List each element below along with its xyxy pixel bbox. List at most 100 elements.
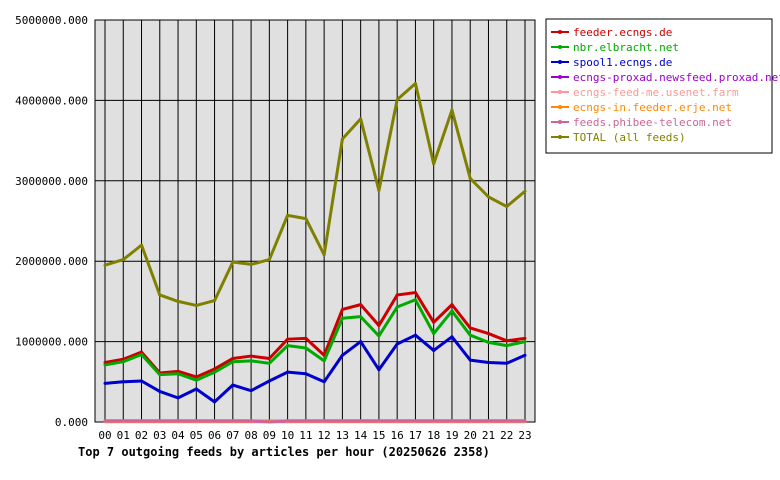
x-tick-label: 17 xyxy=(409,429,422,442)
x-tick-label: 09 xyxy=(263,429,276,442)
legend-item: feeds.phibee-telecom.net xyxy=(551,116,732,129)
x-tick-label: 20 xyxy=(464,429,477,442)
series-line xyxy=(104,333,526,404)
data-point xyxy=(176,419,180,423)
data-point xyxy=(194,387,198,391)
data-point xyxy=(231,356,235,360)
data-point xyxy=(103,363,107,367)
data-point xyxy=(340,316,344,320)
data-point xyxy=(249,359,253,363)
data-point xyxy=(377,188,381,192)
legend-marker xyxy=(558,45,562,49)
data-point xyxy=(359,315,363,319)
data-point xyxy=(249,389,253,393)
x-tick-label: 01 xyxy=(117,429,130,442)
legend-label: TOTAL (all feeds) xyxy=(573,131,686,144)
data-point xyxy=(121,258,125,262)
data-point xyxy=(322,253,326,257)
data-point xyxy=(286,370,290,374)
data-point xyxy=(340,353,344,357)
data-point xyxy=(523,336,527,340)
data-point xyxy=(322,359,326,363)
x-tick-label: 13 xyxy=(336,429,349,442)
data-point xyxy=(194,419,198,423)
x-tick-label: 18 xyxy=(427,429,440,442)
data-point xyxy=(140,379,144,383)
data-point xyxy=(450,303,454,307)
data-point xyxy=(468,419,472,423)
data-point xyxy=(286,419,290,423)
legend-item: feeder.ecngs.de xyxy=(551,26,672,39)
series-6 xyxy=(103,419,527,424)
y-tick-label: 0.000 xyxy=(55,416,88,429)
series-1 xyxy=(103,298,527,382)
y-tick-label: 4000000.000 xyxy=(15,94,88,107)
legend-item: nbr.elbracht.net xyxy=(551,41,679,54)
legend-label: ecngs-proxad.newsfeed.proxad.net xyxy=(573,71,780,84)
x-tick-label: 02 xyxy=(135,429,148,442)
data-point xyxy=(121,380,125,384)
data-point xyxy=(304,336,308,340)
data-point xyxy=(395,342,399,346)
data-point xyxy=(468,333,472,337)
data-point xyxy=(213,299,217,303)
legend-item: ecngs-proxad.newsfeed.proxad.net xyxy=(551,71,780,84)
legend-marker xyxy=(558,120,562,124)
data-point xyxy=(304,372,308,376)
legend-marker xyxy=(558,75,562,79)
data-point xyxy=(267,361,271,365)
data-point xyxy=(103,381,107,385)
data-point xyxy=(413,419,417,423)
x-tick-label: 06 xyxy=(208,429,221,442)
legend-label: feeds.phibee-telecom.net xyxy=(573,116,732,129)
data-point xyxy=(194,303,198,307)
data-point xyxy=(468,326,472,330)
x-tick-label: 19 xyxy=(445,429,458,442)
data-point xyxy=(468,358,472,362)
x-tick-label: 04 xyxy=(171,429,185,442)
data-point xyxy=(286,344,290,348)
x-tick-label: 07 xyxy=(226,429,239,442)
data-point xyxy=(450,419,454,423)
data-point xyxy=(267,379,271,383)
data-point xyxy=(486,340,490,344)
data-point xyxy=(505,339,509,343)
data-point xyxy=(523,189,527,193)
data-point xyxy=(377,334,381,338)
data-point xyxy=(413,291,417,295)
data-point xyxy=(377,324,381,328)
x-tick-label: 23 xyxy=(518,429,531,442)
data-point xyxy=(267,420,271,424)
data-point xyxy=(194,378,198,382)
data-point xyxy=(267,258,271,262)
legend-item: TOTAL (all feeds) xyxy=(551,131,686,144)
y-tick-label: 1000000.000 xyxy=(15,336,88,349)
chart-title: Top 7 outgoing feeds by articles per hou… xyxy=(78,445,490,459)
data-point xyxy=(413,82,417,86)
data-point xyxy=(213,419,217,423)
data-point xyxy=(213,370,217,374)
data-point xyxy=(413,333,417,337)
x-tick-label: 03 xyxy=(153,429,166,442)
data-point xyxy=(213,367,217,371)
legend-item: ecngs-feed-me.usenet.farm xyxy=(551,86,739,99)
series-line xyxy=(105,419,525,424)
legend-marker xyxy=(558,30,562,34)
series-line xyxy=(104,291,526,379)
plot-background xyxy=(94,19,536,423)
data-point xyxy=(158,389,162,393)
x-tick-label: 16 xyxy=(391,429,404,442)
x-tick-label: 15 xyxy=(372,429,385,442)
data-point xyxy=(176,299,180,303)
legend-marker xyxy=(558,105,562,109)
data-point xyxy=(304,419,308,423)
data-point xyxy=(231,383,235,387)
data-point xyxy=(486,419,490,423)
legend: feeder.ecngs.de nbr.elbracht.net spool1.ec… xyxy=(545,18,780,154)
data-point xyxy=(121,419,125,423)
legend-label: ecngs-in.feeder.erje.net xyxy=(573,101,732,114)
data-point xyxy=(395,419,399,423)
data-point xyxy=(432,320,436,324)
x-axis-ticks: 00 01 02 03 04 05 06 07 08 09 10 11 12 13 14 15 16 17 18 19… xyxy=(98,429,531,442)
